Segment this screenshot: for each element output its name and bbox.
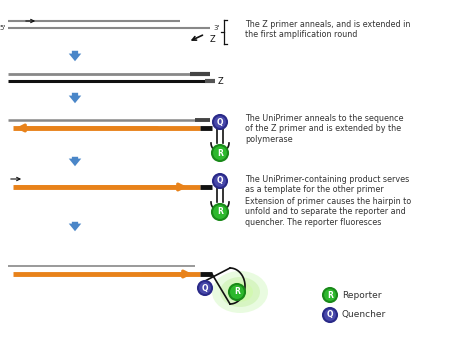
- Text: Z: Z: [218, 77, 224, 85]
- Text: Extension of primer causes the hairpin to
unfold and to separate the reporter an: Extension of primer causes the hairpin t…: [245, 197, 411, 227]
- Text: R: R: [217, 208, 223, 216]
- Text: Q: Q: [217, 177, 223, 185]
- Text: Z: Z: [210, 36, 216, 44]
- Circle shape: [212, 204, 228, 220]
- Text: Reporter: Reporter: [342, 290, 382, 299]
- Circle shape: [213, 115, 227, 129]
- Ellipse shape: [212, 271, 268, 313]
- Text: R: R: [327, 290, 333, 299]
- Text: R: R: [234, 288, 240, 297]
- Text: The UniPrimer anneals to the sequence
of the Z primer and is extended by the
pol: The UniPrimer anneals to the sequence of…: [245, 114, 403, 144]
- Text: 3': 3': [213, 25, 219, 31]
- Ellipse shape: [227, 282, 253, 302]
- Circle shape: [323, 288, 337, 302]
- Circle shape: [323, 308, 337, 322]
- Circle shape: [198, 281, 212, 295]
- Circle shape: [212, 145, 228, 161]
- Text: Q: Q: [202, 283, 208, 293]
- Text: Q: Q: [327, 310, 333, 319]
- Text: The Z primer anneals, and is extended in
the first amplification round: The Z primer anneals, and is extended in…: [245, 20, 410, 40]
- Ellipse shape: [220, 277, 260, 307]
- Text: Q: Q: [217, 117, 223, 126]
- Text: The UniPrimer-containing product serves
as a template for the other primer: The UniPrimer-containing product serves …: [245, 175, 409, 194]
- Text: 5': 5': [0, 25, 6, 31]
- Text: Quencher: Quencher: [342, 310, 386, 319]
- Circle shape: [213, 174, 227, 188]
- Text: R: R: [217, 148, 223, 157]
- Circle shape: [229, 284, 245, 300]
